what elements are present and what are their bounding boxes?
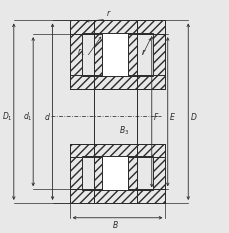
Bar bbox=[152, 157, 165, 189]
Bar bbox=[93, 144, 136, 203]
Bar bbox=[69, 144, 165, 203]
Bar bbox=[93, 190, 136, 203]
Bar bbox=[69, 75, 165, 89]
Text: $F$: $F$ bbox=[153, 111, 159, 122]
Bar bbox=[82, 156, 152, 157]
Bar bbox=[93, 33, 102, 76]
Bar bbox=[93, 21, 136, 33]
Text: $r$: $r$ bbox=[140, 47, 146, 57]
Bar bbox=[69, 34, 82, 75]
Text: $d$: $d$ bbox=[44, 111, 51, 122]
Bar bbox=[102, 33, 128, 76]
Bar bbox=[82, 75, 152, 76]
Bar bbox=[69, 144, 165, 157]
Bar bbox=[69, 189, 165, 203]
Text: $r_1$: $r_1$ bbox=[77, 47, 85, 58]
Bar bbox=[93, 21, 136, 89]
Text: $d_1$: $d_1$ bbox=[22, 110, 32, 123]
Text: $r$: $r$ bbox=[105, 7, 111, 17]
Bar bbox=[93, 144, 136, 156]
Bar bbox=[93, 156, 102, 190]
Text: $B_3$: $B_3$ bbox=[118, 125, 128, 137]
Bar bbox=[102, 156, 128, 190]
Text: $D$: $D$ bbox=[189, 111, 196, 122]
Bar bbox=[128, 156, 136, 190]
Text: $D_1$: $D_1$ bbox=[2, 110, 13, 123]
Bar bbox=[69, 157, 82, 189]
Bar bbox=[93, 76, 136, 89]
Bar bbox=[82, 33, 152, 34]
Bar bbox=[128, 33, 136, 76]
Bar bbox=[69, 21, 165, 89]
Text: $E$: $E$ bbox=[168, 111, 175, 122]
Text: $B$: $B$ bbox=[112, 219, 118, 230]
Bar bbox=[152, 34, 165, 75]
Bar bbox=[69, 21, 165, 34]
Bar bbox=[82, 189, 152, 190]
